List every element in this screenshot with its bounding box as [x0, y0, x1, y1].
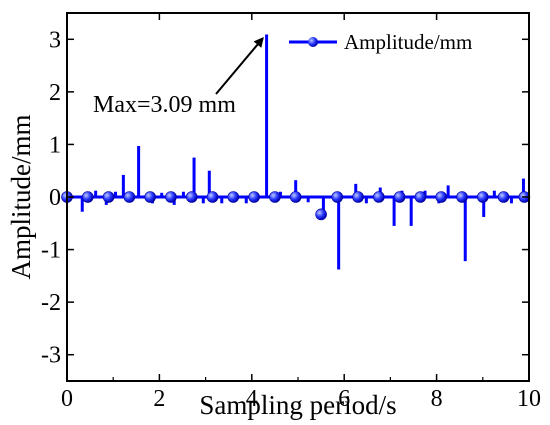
- data-point-marker: [352, 191, 364, 203]
- y-tick-label: -2: [41, 290, 61, 316]
- data-point-marker: [144, 191, 156, 203]
- data-point-marker: [476, 191, 489, 203]
- data-point-marker: [206, 191, 219, 203]
- x-tick-label: 10: [517, 386, 541, 412]
- x-tick-label: 8: [431, 386, 443, 412]
- data-point-marker: [315, 208, 327, 221]
- plot-series-group: [61, 34, 531, 270]
- y-tick-label: 3: [49, 27, 61, 53]
- x-tick-label: 2: [153, 386, 165, 412]
- annotation-arrow: [215, 37, 264, 95]
- data-point-marker: [185, 191, 198, 203]
- y-tick-label: 0: [49, 185, 61, 211]
- data-point-marker: [248, 191, 260, 203]
- max-annotation: Max=3.09 mm: [93, 37, 264, 118]
- data-point-marker: [414, 191, 427, 203]
- data-point-marker: [456, 191, 468, 203]
- annotation-text: Max=3.09 mm: [93, 92, 236, 118]
- x-axis-ticks: 0 2 4 6 8 10: [61, 13, 541, 412]
- data-point-marker: [373, 191, 385, 203]
- x-tick-label: 4: [246, 386, 258, 412]
- data-point-marker: [289, 191, 302, 203]
- x-tick-label: 6: [338, 386, 350, 412]
- data-point-marker: [435, 191, 448, 203]
- data-point-marker: [269, 191, 281, 203]
- y-tick-label: 2: [49, 80, 61, 106]
- legend-marker-swatch: [308, 37, 318, 47]
- data-point-marker: [331, 191, 344, 203]
- y-tick-label: 1: [49, 132, 61, 158]
- y-axis-ticks: -3 -2 -1 0 1 2 3: [41, 27, 529, 369]
- data-point-marker: [123, 191, 136, 203]
- data-point-marker: [393, 191, 406, 203]
- legend: Amplitude/mm: [289, 30, 472, 54]
- data-point-marker: [497, 191, 510, 203]
- data-point-marker: [81, 191, 94, 203]
- y-tick-label: -1: [41, 238, 61, 264]
- x-tick-label: 0: [61, 386, 73, 412]
- data-point-marker: [227, 191, 240, 203]
- x-axis-title: Sampling period/s: [199, 390, 396, 420]
- data-point-marker: [165, 191, 177, 203]
- y-tick-label: -3: [41, 343, 61, 369]
- y-axis-title: Amplitude/mm: [6, 115, 36, 280]
- legend-label: Amplitude/mm: [344, 30, 472, 54]
- data-point-marker: [102, 191, 115, 203]
